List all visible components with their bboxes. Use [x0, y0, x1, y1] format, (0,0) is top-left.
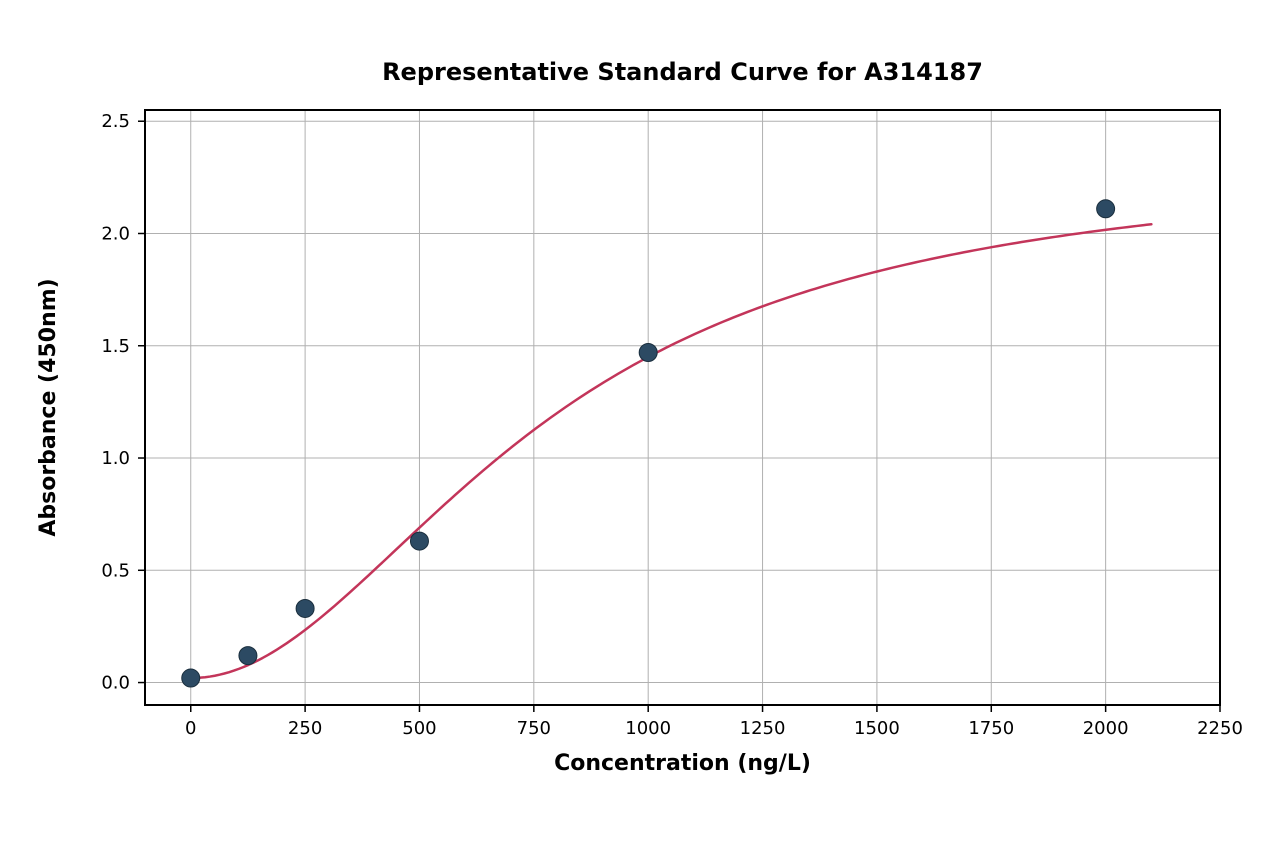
xtick-label: 1000 — [625, 718, 671, 739]
xtick-label: 1500 — [854, 718, 900, 739]
ytick-label: 0.5 — [101, 560, 130, 581]
chart-svg: 0 250 500 750 1000 1250 1500 1750 2000 2250 0.0 0.5… — [0, 0, 1280, 845]
xtick-label: 750 — [517, 718, 551, 739]
data-point — [410, 532, 428, 550]
xtick-label: 250 — [288, 718, 322, 739]
x-axis-label: Concentration (ng/L) — [554, 751, 811, 776]
ytick-label: 2.0 — [101, 223, 130, 244]
xtick-label: 2250 — [1197, 718, 1243, 739]
xtick-label: 1750 — [968, 718, 1014, 739]
xtick-label: 2000 — [1083, 718, 1129, 739]
data-point — [1097, 200, 1115, 218]
y-axis-label: Absorbance (450nm) — [36, 278, 61, 536]
ytick-label: 2.5 — [101, 111, 130, 132]
xtick-label: 0 — [185, 718, 196, 739]
data-point — [296, 599, 314, 617]
ytick-label: 1.0 — [101, 448, 130, 469]
data-point — [239, 647, 257, 665]
chart-title: Representative Standard Curve for A31418… — [382, 58, 983, 86]
chart-container: 0 250 500 750 1000 1250 1500 1750 2000 2250 0.0 0.5… — [0, 0, 1280, 845]
xtick-label: 1250 — [740, 718, 786, 739]
data-point — [182, 669, 200, 687]
ytick-label: 0.0 — [101, 673, 130, 694]
ytick-label: 1.5 — [101, 336, 130, 357]
xtick-label: 500 — [402, 718, 436, 739]
data-point — [639, 343, 657, 361]
